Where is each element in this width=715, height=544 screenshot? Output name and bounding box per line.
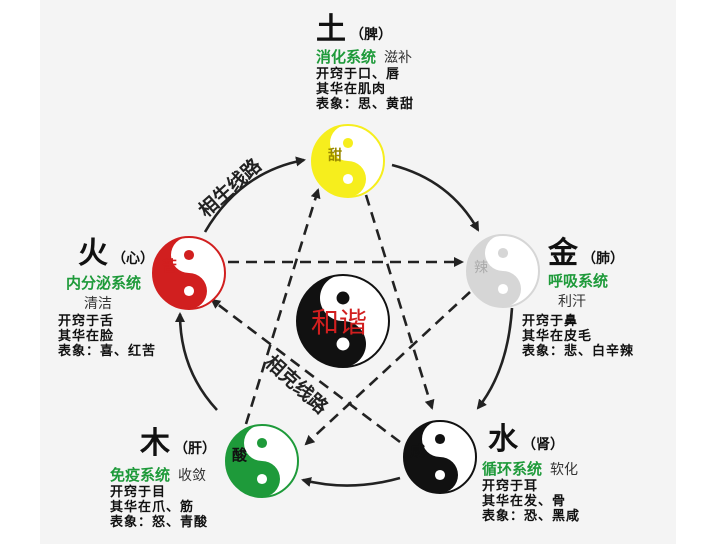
earth-function: 滋补 bbox=[384, 50, 413, 66]
wood-system: 免疫系统 bbox=[110, 466, 171, 484]
fire-info: 火（心） bbox=[78, 238, 154, 270]
metal-system: 呼吸系统 bbox=[548, 272, 609, 290]
earth-yinyang bbox=[311, 124, 385, 198]
fire-system-block: 内分泌系统 清洁 bbox=[66, 272, 141, 313]
metal-function: 利汗 bbox=[558, 294, 586, 310]
arrow-metal-to-water bbox=[476, 307, 514, 410]
fire-line-1: 开窍于舌 bbox=[58, 314, 115, 329]
earth-line-1: 开窍于口、唇 bbox=[316, 67, 401, 82]
wood-name: 木 bbox=[140, 426, 170, 461]
sheng-route-label: 相生线路 bbox=[194, 153, 267, 222]
water-line-1: 开窍于耳 bbox=[482, 479, 539, 494]
arrow-water-to-wood bbox=[301, 476, 401, 487]
arrow-wood-to-fire bbox=[175, 312, 218, 411]
water-yinyang bbox=[403, 420, 477, 494]
sheng-cycle-arrows bbox=[175, 156, 514, 487]
arrow-wood-to-earth bbox=[244, 188, 321, 425]
ke-cycle-arrows bbox=[210, 188, 471, 446]
water-taste-label: 咸 bbox=[410, 442, 425, 460]
wood-line-2: 其华在爪、筋 bbox=[110, 500, 195, 515]
right-margin bbox=[676, 0, 715, 544]
wood-line-3: 表象：怒、青酸 bbox=[110, 515, 209, 530]
water-heading: 水（肾） bbox=[488, 424, 564, 456]
fire-line-2: 其华在脸 bbox=[58, 329, 115, 344]
wood-yinyang bbox=[225, 424, 299, 498]
metal-details: 开窍于鼻 其华在皮毛 表象：悲、白辛辣 bbox=[522, 314, 634, 359]
water-system: 循环系统 bbox=[482, 460, 543, 478]
background-panel bbox=[40, 0, 676, 544]
fire-taste-label: 苦 bbox=[162, 257, 177, 275]
water-info: 水（肾） bbox=[488, 424, 564, 456]
center-yinyang bbox=[296, 274, 390, 368]
wood-organ: （肝） bbox=[174, 441, 216, 457]
arrow-water-to-fire bbox=[210, 298, 401, 444]
metal-line-3: 表象：悲、白辛辣 bbox=[522, 344, 635, 359]
fire-yinyang bbox=[152, 236, 226, 310]
arrow-earth-to-water bbox=[364, 194, 435, 410]
water-function: 软化 bbox=[550, 462, 579, 478]
water-organ: （肾） bbox=[522, 437, 564, 453]
arrow-earth-to-metal bbox=[391, 163, 480, 232]
earth-taste-label: 甜 bbox=[328, 147, 342, 164]
fire-details: 开窍于舌 其华在脸 表象：喜、红苦 bbox=[58, 314, 156, 359]
fire-heading: 火（心） bbox=[78, 238, 154, 270]
earth-organ: （脾） bbox=[350, 27, 392, 43]
earth-line-3: 表象：思、黄甜 bbox=[316, 97, 415, 112]
wood-line-1: 开窍于目 bbox=[110, 485, 167, 500]
metal-organ: （肺） bbox=[582, 251, 624, 267]
wood-heading: 木（肝） bbox=[140, 428, 216, 460]
earth-line-2: 其华在肌肉 bbox=[316, 82, 387, 97]
wood-system-row: 免疫系统 收敛 bbox=[110, 464, 208, 485]
wood-info: 木（肝） bbox=[140, 428, 216, 460]
water-details: 循环系统 软化 开窍于耳 其华在发、骨 表象：恐、黑咸 bbox=[482, 458, 580, 524]
metal-taste-label: 辣 bbox=[474, 260, 488, 276]
earth-heading: 土（脾） bbox=[316, 14, 414, 46]
metal-info: 金（肺） 呼吸系统 利汗 bbox=[548, 238, 624, 311]
arrow-fire-to-earth bbox=[203, 156, 306, 233]
water-system-row: 循环系统 软化 bbox=[482, 458, 580, 479]
fire-function: 清洁 bbox=[84, 296, 112, 312]
wood-function: 收敛 bbox=[178, 468, 207, 484]
metal-line-2: 其华在皮毛 bbox=[522, 329, 593, 344]
center-harmony-label: 和谐 bbox=[311, 306, 367, 339]
water-line-2: 其华在发、骨 bbox=[482, 494, 567, 509]
metal-name: 金 bbox=[548, 236, 578, 271]
fire-organ: （心） bbox=[112, 251, 154, 267]
water-line-3: 表象：恐、黑咸 bbox=[482, 509, 581, 524]
water-name: 水 bbox=[488, 422, 518, 457]
earth-system: 消化系统 bbox=[316, 48, 377, 66]
arrow-metal-to-wood bbox=[304, 291, 471, 446]
fire-system: 内分泌系统 bbox=[66, 274, 142, 292]
earth-info: 土（脾） 消化系统 滋补 开窍于口、唇 其华在肌肉 表象：思、黄甜 bbox=[316, 14, 415, 113]
fire-name: 火 bbox=[78, 236, 108, 271]
metal-line-1: 开窍于鼻 bbox=[522, 314, 579, 329]
metal-heading: 金（肺） bbox=[548, 238, 624, 270]
earth-name: 土 bbox=[316, 12, 346, 47]
earth-system-row: 消化系统 滋补 bbox=[316, 46, 414, 67]
wood-details: 免疫系统 收敛 开窍于目 其华在爪、筋 表象：怒、青酸 bbox=[110, 464, 208, 530]
wood-taste-label: 酸 bbox=[232, 446, 248, 464]
fire-line-3: 表象：喜、红苦 bbox=[58, 344, 157, 359]
metal-yinyang bbox=[466, 234, 540, 308]
